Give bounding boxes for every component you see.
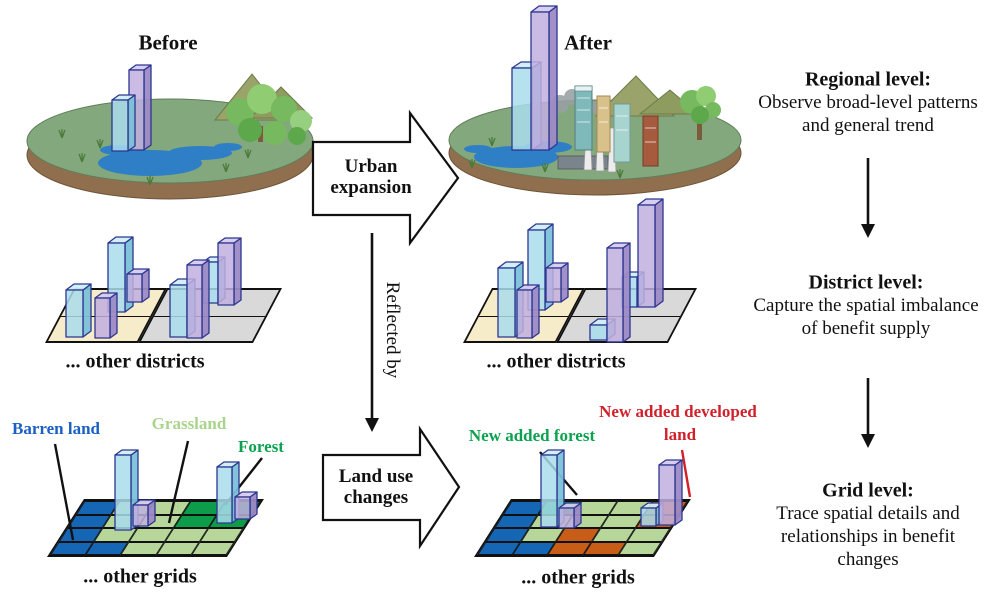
landuse-cell-lgreen [618, 541, 662, 555]
plate-divider [153, 315, 266, 317]
landuse-cell-green [208, 514, 253, 528]
landuse-grid-after [474, 499, 691, 557]
landuse-cell-lgreen [191, 541, 235, 555]
grassland-label: Grassland [151, 414, 227, 433]
factory-and-smokestacks [557, 123, 617, 173]
landuse-cell-lgreen [626, 528, 671, 542]
purple-3d-bar [128, 64, 152, 151]
grid-level-line3: changes [837, 549, 899, 570]
forest-pointer [224, 457, 263, 506]
after-label: After [564, 30, 612, 55]
down-arrow-regional-district [861, 158, 875, 238]
grid-level-line1: Trace spatial details and [776, 503, 960, 524]
urban-expansion-label: Urban expansion [330, 156, 412, 198]
district-level-line1: Capture the spatial imbalance [753, 295, 979, 316]
before-label: Before [138, 30, 198, 55]
island-after-illustration [448, 75, 742, 196]
other-districts-after-caption: ... other districts [486, 350, 626, 373]
trees-before [226, 84, 312, 145]
other-grids-before-caption: ... other grids [83, 565, 197, 588]
3d-bars-layer [65, 5, 683, 531]
cyan-3d-bar [111, 94, 136, 152]
reflected-by-arrow [365, 233, 379, 432]
district-level-line2: of benefit supply [801, 318, 931, 339]
barren-land-label: Barren land [11, 419, 101, 438]
grass-tufts-after [468, 137, 624, 179]
smoke-clouds [545, 89, 602, 119]
new-added-forest-label: New added forest [468, 426, 596, 445]
water-after [464, 141, 572, 168]
plate-divider [571, 315, 681, 317]
district-level-heading: District level: [808, 271, 924, 294]
landuse-cell-lgreen [199, 528, 244, 542]
plate-divider [60, 315, 151, 317]
tree-after [680, 86, 721, 140]
plate-divider [478, 315, 569, 317]
down-arrow-district-grid [861, 378, 875, 448]
regional-level-line2: and general trend [802, 115, 934, 136]
cyan-3d-bar [511, 61, 542, 151]
buildings [574, 85, 659, 167]
mountains-after [594, 75, 700, 117]
landuse-grid-before [47, 499, 264, 557]
island-before-illustration [26, 73, 314, 200]
regional-level-line1: Observe broad-level patterns [758, 92, 978, 113]
water-before [98, 143, 242, 176]
landuse-cell-green [216, 501, 261, 515]
grid-level-heading: Grid level: [822, 479, 914, 502]
forest-label: Forest [238, 437, 284, 456]
landuse-cell-orange [635, 514, 680, 528]
mountains-before [213, 73, 314, 121]
new-developed-pointer [680, 449, 692, 498]
new-added-developed-label-line1: New added developed [599, 402, 757, 421]
other-districts-before-caption: ... other districts [65, 350, 205, 373]
reflected-by-label: Reflected by [382, 281, 403, 379]
grass-tufts-before [58, 129, 252, 186]
regional-level-heading: Regional level: [804, 68, 932, 91]
purple-3d-bar [530, 5, 558, 151]
land-use-changes-label: Land use changes [338, 466, 414, 508]
grid-level-line2: relationships in benefit [780, 526, 956, 547]
landuse-cell-orange [643, 501, 688, 515]
new-forest-pointer [539, 451, 578, 496]
new-added-developed-label-line2: land [663, 425, 697, 444]
other-grids-after-caption: ... other grids [521, 566, 635, 589]
